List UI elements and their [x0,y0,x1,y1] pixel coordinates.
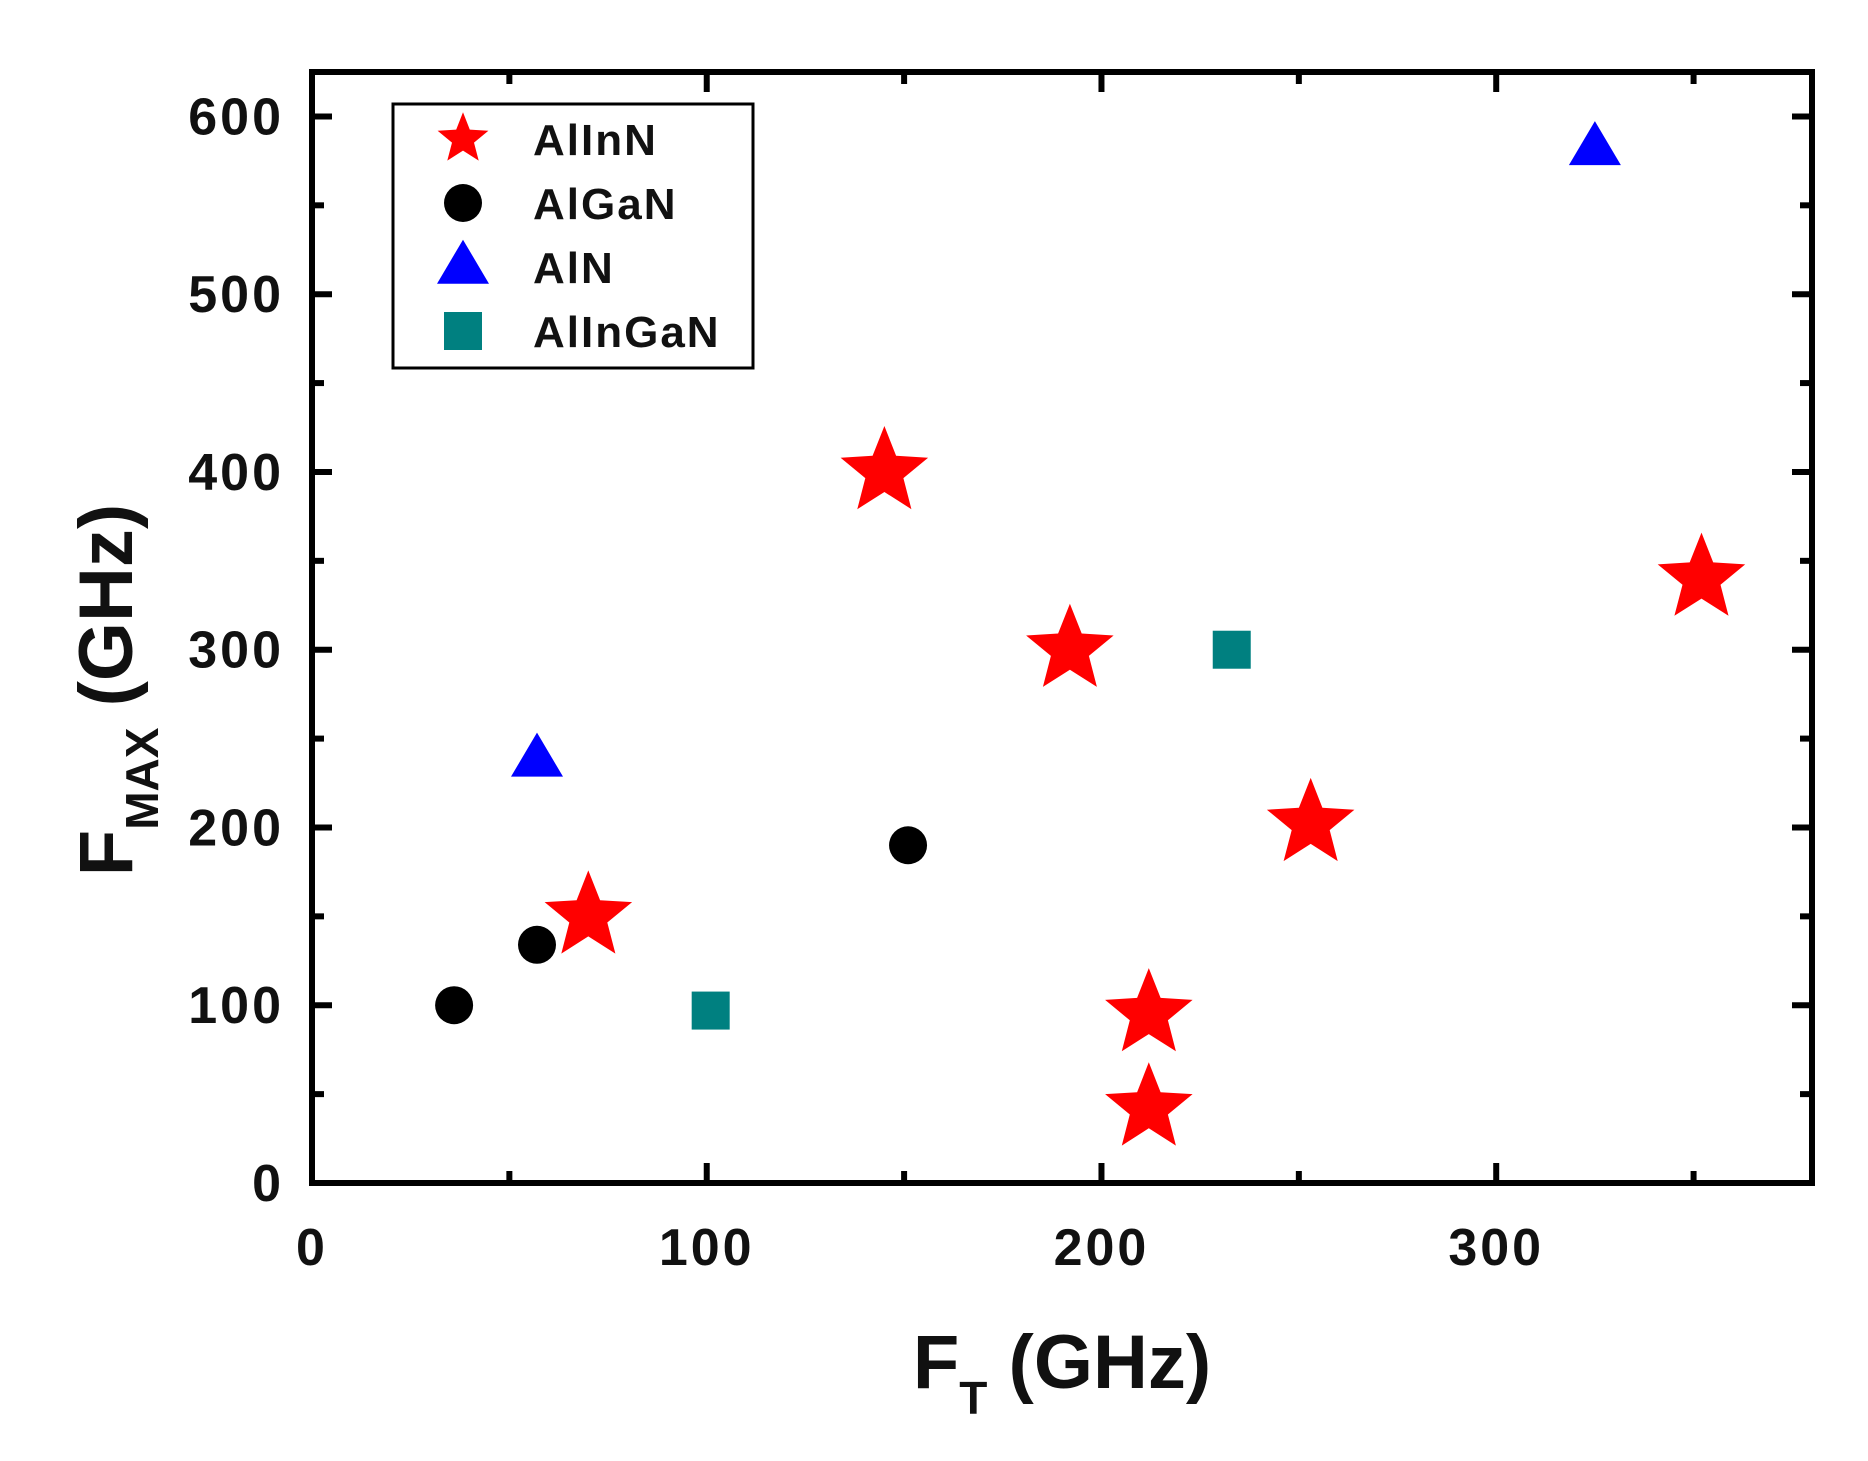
legend-marker-algan [444,184,482,222]
point-aln [1568,121,1621,166]
point-alinn [1657,532,1746,616]
x-tick-label: 100 [659,1219,755,1277]
legend-label-aln: AlN [533,244,615,293]
axis-titles: FT (GHz) FMAX (GHz) [64,504,1211,1424]
point-algan [518,925,556,964]
x-tick-label: 200 [1054,1219,1150,1277]
point-algan [435,986,474,1025]
point-alingan [1212,630,1251,669]
x-tick-label: 300 [1448,1219,1544,1277]
y-tick-label: 0 [252,1155,284,1213]
x-tick-label: 0 [296,1219,328,1277]
point-algan [889,826,928,865]
legend-marker-alinn [437,112,489,161]
point-alingan [691,991,730,1030]
point-aln [511,732,563,777]
point-alinn [1266,777,1355,862]
legend-label-alingan: AlInGaN [533,308,721,357]
legend-marker-alingan [444,312,482,350]
point-alinn [1105,968,1193,1052]
y-tick-label: 400 [188,444,284,502]
y-tick-label: 100 [188,977,284,1035]
legend-label-algan: AlGaN [533,180,677,229]
y-tick-label: 300 [188,622,284,680]
x-axis-title: FT (GHz) [913,1320,1211,1424]
data-points-group [435,121,1746,1146]
legend-label-alinn: AlInN [533,116,658,165]
y-tick-label: 200 [188,799,284,857]
legend: AlInN AlGaN AlN AlInGaN [391,102,755,370]
axes-group: 0 100 200 300 0 100 200 300 400 500 600 [188,69,1815,1277]
y-axis-title: FMAX (GHz) [64,504,168,876]
point-alinn [1105,1062,1193,1146]
y-tick-label: 500 [188,266,284,324]
point-alinn [1026,603,1114,687]
y-tick-label: 600 [188,88,284,146]
point-alinn [840,426,929,510]
legend-marker-aln [437,239,489,284]
point-alinn [544,870,633,954]
plot-frame [309,69,1815,1186]
